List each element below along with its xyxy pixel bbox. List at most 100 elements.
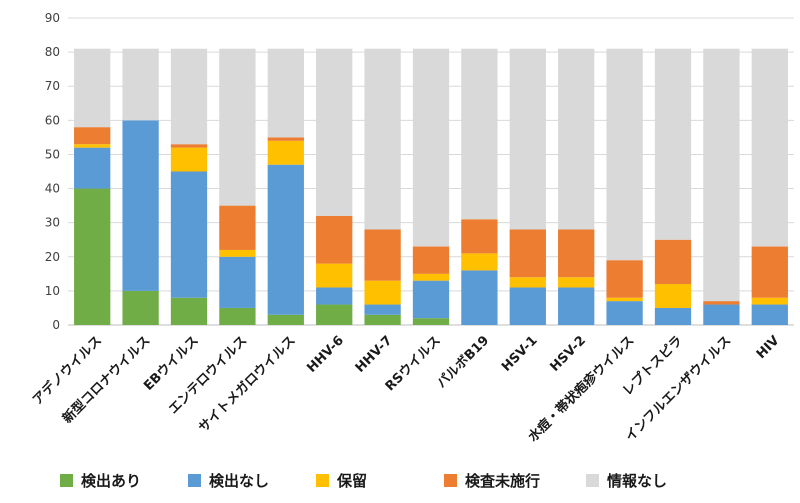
y-tick-label: 40 xyxy=(45,182,60,196)
bar-segment xyxy=(703,48,740,302)
bar-segment xyxy=(122,290,159,325)
bar-segment xyxy=(461,253,498,271)
bar-segment xyxy=(751,297,788,305)
y-tick-label: 70 xyxy=(45,79,60,93)
bar-segment xyxy=(558,229,595,278)
bar-segment xyxy=(122,48,159,121)
y-tick-label: 90 xyxy=(45,11,60,25)
bar-segment xyxy=(74,147,111,189)
legend-item: 検出なし xyxy=(188,470,269,491)
x-tick-label: HSV-2 xyxy=(547,333,589,375)
x-tick-label: HIV xyxy=(754,333,783,362)
legend-swatch xyxy=(60,474,73,487)
bar-segment xyxy=(461,48,498,220)
bar-segment xyxy=(654,239,692,285)
legend-label: 検出なし xyxy=(209,472,270,490)
y-tick-label: 80 xyxy=(45,45,60,59)
bar-segment xyxy=(170,48,208,145)
bar-segment xyxy=(74,127,111,145)
bar-segment xyxy=(316,215,353,264)
bar-segment xyxy=(122,120,159,291)
bar-segment xyxy=(364,229,401,281)
bar-segment xyxy=(509,287,546,325)
bar-segment xyxy=(74,48,111,128)
bar-segment xyxy=(654,48,692,240)
bar-segment xyxy=(751,246,788,298)
bar-segment xyxy=(412,280,450,319)
bar-segment xyxy=(267,137,304,141)
legend-label: 保留 xyxy=(337,472,368,490)
x-tick-label: 新型コロナウイルス xyxy=(59,333,153,427)
bar-segment xyxy=(654,307,692,325)
legend-swatch xyxy=(586,474,599,487)
x-tick-label: HHV-6 xyxy=(304,333,347,376)
y-tick-label: 60 xyxy=(45,113,60,127)
bar-segment xyxy=(219,307,256,325)
y-tick-label: 50 xyxy=(45,147,60,161)
bar-segment xyxy=(412,246,450,274)
x-tick-label: HHV-7 xyxy=(353,333,396,376)
bar-layer xyxy=(74,48,788,325)
x-tick-label: サイトメガロウイルス xyxy=(196,333,299,436)
bar-segment xyxy=(170,144,208,148)
bar-segment xyxy=(461,219,498,254)
legend: 検出あり 検出なし 保留 検査未施行 情報なし xyxy=(0,470,800,498)
y-tick-label: 20 xyxy=(45,250,60,264)
bar-segment xyxy=(412,48,450,247)
bar-segment xyxy=(364,280,401,305)
bar-segment xyxy=(509,48,546,230)
bar-segment xyxy=(558,277,595,288)
bar-segment xyxy=(267,314,304,325)
legend-item: 検出あり xyxy=(60,470,141,491)
bar-segment xyxy=(606,260,643,298)
bar-segment xyxy=(364,48,401,230)
bar-segment xyxy=(267,48,304,138)
bar-segment xyxy=(219,256,256,308)
bar-segment xyxy=(703,304,740,325)
y-tick-label: 0 xyxy=(52,318,60,332)
bar-segment xyxy=(170,297,208,325)
bar-segment xyxy=(219,249,256,257)
legend-swatch xyxy=(444,474,457,487)
bar-segment xyxy=(170,147,208,172)
legend-swatch xyxy=(316,474,329,487)
legend-item: 検査未施行 xyxy=(444,470,540,491)
bar-segment xyxy=(461,270,498,325)
bar-segment xyxy=(751,304,788,325)
bar-segment xyxy=(412,318,450,325)
bar-segment xyxy=(751,48,788,247)
bar-segment xyxy=(364,304,401,315)
bar-segment xyxy=(316,304,353,325)
bar-segment xyxy=(606,301,643,325)
bar-segment xyxy=(170,171,208,298)
legend-label: 検出あり xyxy=(81,472,142,490)
legend-swatch xyxy=(188,474,201,487)
bar-segment xyxy=(558,48,595,230)
bar-segment xyxy=(558,287,595,325)
y-tick-label: 30 xyxy=(45,216,60,230)
bar-segment xyxy=(509,277,546,288)
x-tick-label: HSV-1 xyxy=(499,333,541,375)
bar-segment xyxy=(606,48,643,261)
bar-segment xyxy=(316,287,353,305)
bar-segment xyxy=(412,273,450,281)
bar-segment xyxy=(606,297,643,302)
bar-segment xyxy=(219,48,256,206)
bar-segment xyxy=(219,205,256,250)
legend-item: 情報なし xyxy=(586,470,667,491)
bar-segment xyxy=(74,144,111,148)
bar-segment xyxy=(267,164,304,315)
y-axis-ticks: 0 10 20 30 40 50 60 70 80 90 xyxy=(45,11,60,332)
legend-label: 情報なし xyxy=(607,472,668,490)
bar-segment xyxy=(74,188,111,325)
bar-segment xyxy=(316,48,353,216)
bar-segment xyxy=(267,140,304,165)
legend-item: 保留 xyxy=(316,470,367,491)
bar-segment xyxy=(509,229,546,278)
x-axis-ticks: アデノウイルス新型コロナウイルスEBウイルスエンテロウイルスサイトメガロウイルス… xyxy=(29,333,782,445)
bar-segment xyxy=(654,284,692,308)
bar-segment xyxy=(703,301,740,305)
bar-segment xyxy=(316,263,353,288)
